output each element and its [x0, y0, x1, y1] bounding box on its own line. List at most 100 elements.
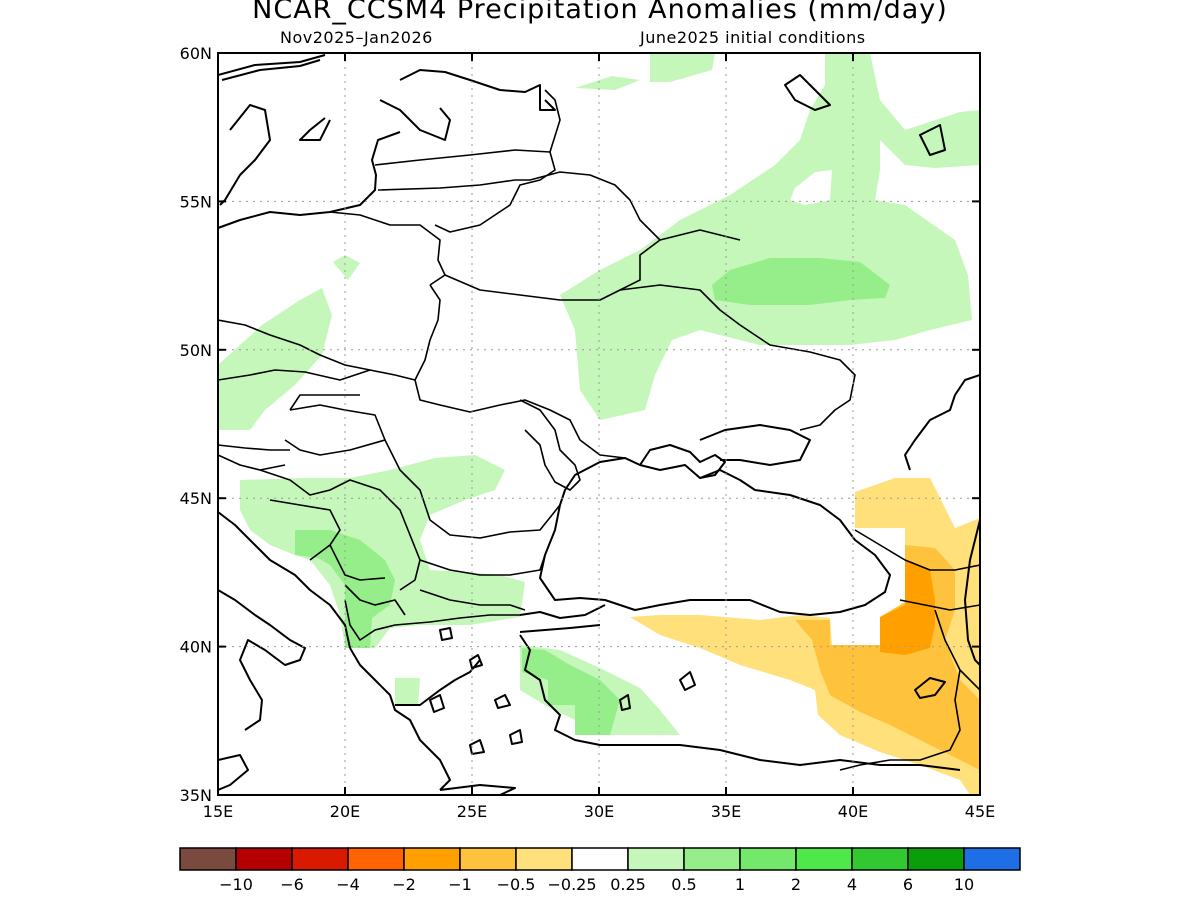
border-greece-turkey [394, 614, 520, 626]
border-moldova [519, 399, 581, 491]
forecast-period: Nov2025–Jan2026 [280, 28, 433, 47]
coast-crimea [639, 444, 726, 479]
chart-title: NCAR_CCSM4 Precipitation Anomalies (mm/d… [252, 0, 948, 25]
colorbar-label: 6 [903, 875, 913, 894]
anomaly-north-russia-2 [575, 76, 640, 90]
border-bosnia-montenegro [269, 499, 386, 581]
lat-tick-label: 55N [180, 192, 212, 211]
border-ukraine [414, 379, 626, 459]
coast-aegean-islands [429, 627, 631, 755]
coast-adriatic [218, 511, 351, 649]
anomaly-fills [218, 53, 980, 795]
colorbar-swatch [907, 847, 965, 871]
lon-tick-label: 30E [584, 802, 614, 821]
coast-italy [218, 589, 306, 731]
colorbar-label: 10 [954, 875, 974, 894]
border-austria [218, 444, 290, 471]
border-romania [384, 439, 561, 539]
color-legend: −10 −6 −4 −2 −1 −0.5 −0.25 0.25 0.5 1 2 4 6 10 [179, 847, 1021, 894]
colorbar-swatch [571, 847, 629, 871]
colorbar-swatch [459, 847, 517, 871]
colorbar-swatch [179, 847, 237, 871]
lat-tick-label: 60N [180, 44, 212, 63]
anomaly-west-balkans [295, 530, 395, 648]
colorbar-swatch [683, 847, 741, 871]
colorbar-swatch [739, 847, 797, 871]
lon-tick-label: 20E [330, 802, 360, 821]
colorbar-label: 4 [847, 875, 857, 894]
anomaly-aegean [395, 678, 420, 705]
lon-tick-label: 45E [965, 802, 995, 821]
coastlines [218, 54, 980, 795]
colorbar-swatch [347, 847, 405, 871]
coast-azov [699, 424, 811, 466]
anomaly-west-turkey-core [522, 648, 620, 735]
border-bulgaria [419, 554, 546, 611]
anomaly-central-russia-core [712, 258, 890, 305]
coast-scandinavia [218, 54, 326, 206]
border-russia-north [544, 89, 741, 241]
colorbar-label: 0.25 [610, 875, 646, 894]
colorbar-swatch [235, 847, 293, 871]
colorbar-swatch [515, 847, 573, 871]
colorbar-label: −0.5 [497, 875, 536, 894]
lon-tick-label: 35E [711, 802, 741, 821]
coast-black-sea [539, 457, 891, 616]
border-ukraine-russia [619, 284, 856, 431]
lake-ladoga-onega [784, 74, 946, 156]
colorbar-swatch [795, 847, 853, 871]
border-caucasus [854, 529, 980, 691]
lat-tick-label: 40N [180, 638, 212, 657]
colorbar-label: 2 [791, 875, 801, 894]
country-borders [218, 89, 980, 771]
lon-tick-label: 40E [838, 802, 868, 821]
border-belarus [444, 171, 661, 301]
initial-conditions: June2025 initial conditions [640, 28, 866, 47]
lat-tick-label: 35N [180, 786, 212, 805]
anomaly-north-russia [650, 53, 715, 82]
colorbar-swatch [627, 847, 685, 871]
border-turkey-east [839, 669, 961, 771]
colorbar-label: −6 [280, 875, 304, 894]
coast-cyprus [679, 671, 696, 691]
anomaly-caucasus [880, 560, 935, 655]
coast-sicily [218, 754, 249, 791]
lon-tick-label: 25E [457, 802, 487, 821]
colorbar-label: −2 [392, 875, 416, 894]
border-serbia-croatia [259, 469, 421, 591]
anomaly-balkans [240, 455, 525, 648]
axis-ticks: 15E 20E 25E 30E 35E 40E 45E 35N 40N 45N 50N 55N 60N [180, 44, 996, 821]
border-czech-slovakia [218, 369, 371, 411]
colorbar-label: −1 [448, 875, 472, 894]
border-estonia-latvia-lithuania [374, 149, 551, 191]
colorbar-label: −0.25 [547, 875, 596, 894]
coast-caspian [904, 374, 980, 666]
lat-tick-label: 45N [180, 489, 212, 508]
coast-marmara [519, 604, 606, 633]
lon-tick-label: 15E [203, 802, 233, 821]
lat-tick-label: 50N [180, 341, 212, 360]
coast-gulf-of-riga [299, 99, 451, 141]
colorbar-swatch [403, 847, 461, 871]
anomaly-poland-spot [333, 255, 360, 280]
anomaly-central-russia [560, 53, 980, 420]
lake-van [914, 677, 946, 699]
border-poland-south [218, 284, 441, 381]
colorbar-swatch [963, 847, 1021, 871]
colorbar-label: 1 [735, 875, 745, 894]
colorbar-label: −4 [336, 875, 360, 894]
coast-finland [399, 69, 556, 111]
colorbar-label: −10 [219, 875, 253, 894]
graticule [218, 53, 980, 795]
coast-greece [349, 647, 481, 791]
border-macedonia-albania [344, 584, 406, 641]
colorbar-swatch [851, 847, 909, 871]
anomaly-central-europe [218, 288, 332, 430]
border-hungary [284, 404, 386, 456]
border-poland-north [329, 211, 446, 286]
border-baltic-russia [434, 151, 556, 233]
coast-turkey-west [519, 634, 961, 771]
coast-baltic-south [218, 131, 401, 229]
colorbar-label: 0.5 [671, 875, 696, 894]
